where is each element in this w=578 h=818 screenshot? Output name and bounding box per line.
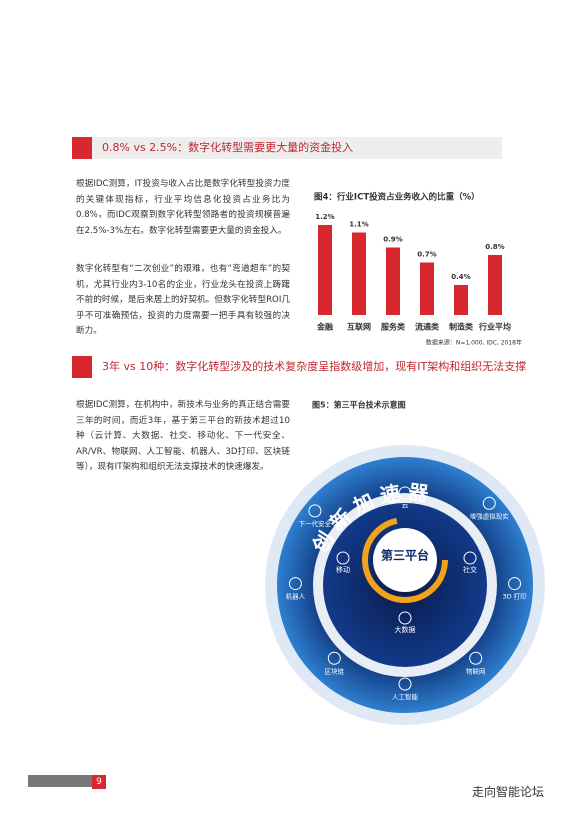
heading-marker [72,356,92,378]
data-label: 1.2% [315,213,334,221]
icon [463,551,477,565]
category-label: 金融 [316,322,333,332]
outer-item: 下一代安全 [299,519,332,528]
heading: 3年 vs 10种：数字化转型涉及的技术复杂度呈指数级增加，现有IT架构和组织无… [102,360,527,373]
category-label: 互联网 [347,322,371,332]
outer-item: 机器人 [286,592,306,601]
outer-item: 区块链 [325,666,345,675]
category-label: 流通类 [415,322,439,332]
bar [454,285,468,315]
paragraph: 根据IDC测算，在机构中，新技术与业务的真正结合需要三年的时间，而近3年，基于第… [76,400,290,472]
icon [398,611,412,625]
figure-title: 图4：行业ICT投资占业务收入的比重（%） [314,192,480,203]
icon [398,486,412,500]
heading: 0.8% vs 2.5%：数字化转型需要更大量的资金投入 [102,141,354,154]
bar [386,247,400,315]
outer-item: 物联网 [466,666,486,675]
inner-item: 移动 [336,565,350,574]
data-label: 1.1% [349,221,368,229]
icon [327,651,341,665]
diagram: 图5：第三平台技术示意图 第三平台 创新加速器 云社交大数据移动增强虚拟现实3D… [265,400,545,725]
center-label: 第三平台 [381,548,429,563]
brand: 走向智能论坛 [472,785,545,799]
data-label: 0.8% [485,243,504,251]
icon [469,651,483,665]
page-bar [28,775,92,787]
icon [398,677,412,691]
arc-ornament [362,517,448,603]
bar [352,232,366,315]
source: 数据来源：N=1,000, IDC, 2018年 [426,339,522,347]
icon [308,504,322,518]
data-label: 0.4% [451,273,470,281]
icon [482,496,496,510]
data-label: 0.7% [417,251,436,259]
bar-chart: 图4：行业ICT投资占业务收入的比重（%） 数据来源：N=1,000, IDC,… [314,192,522,347]
paragraph: 根据IDC测算，IT投资与收入占比是数字化转型投资力度的关键体现指标，行业平均信… [76,179,290,236]
page-number: 9 [92,775,106,789]
icon [508,577,522,591]
bar [318,225,332,315]
bar [488,255,502,315]
category-label: 制造类 [449,322,473,332]
heading-bar [72,137,502,159]
outer-item: 人工智能 [392,692,419,701]
heading-marker [72,137,92,159]
inner-item: 社交 [463,565,477,574]
data-label: 0.9% [383,236,402,244]
inner-item: 大数据 [395,625,416,634]
bar [420,262,434,315]
figure-title: 图5：第三平台技术示意图 [312,400,406,410]
core [373,528,437,592]
icon [288,577,302,591]
category-label: 行业平均 [478,322,511,332]
icon [336,551,350,565]
outer-item: 增强虚拟现实 [470,511,510,520]
outer-item: 3D 打印 [502,592,526,601]
paragraph: 数字化转型有“二次创业”的艰难，也有“弯道超车”的契机，尤其行业内3-10名的企… [76,264,290,336]
category-label: 服务类 [381,322,405,332]
inner-item: 云 [402,501,409,509]
